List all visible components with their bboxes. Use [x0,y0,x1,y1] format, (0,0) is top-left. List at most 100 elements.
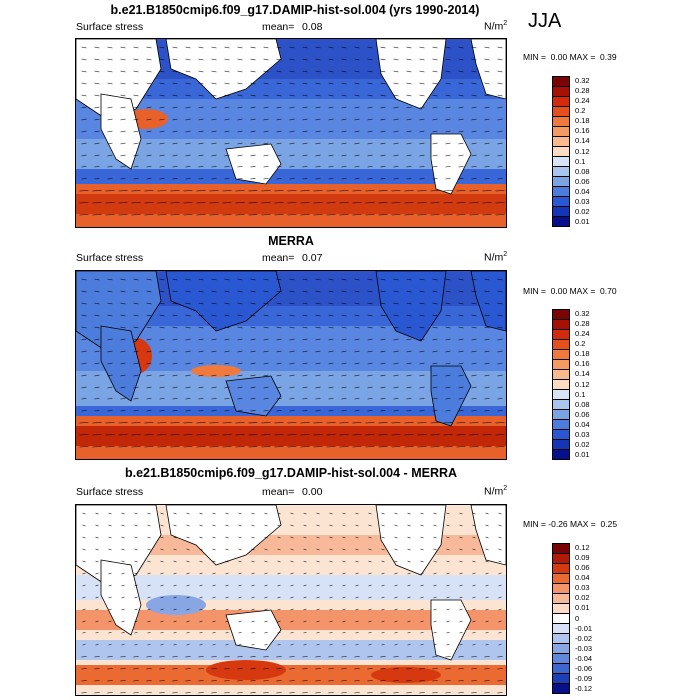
stress-arrow [471,350,477,353]
stress-arrow [404,190,414,192]
stress-arrow [419,130,425,133]
stress-arrow [159,362,165,365]
stress-arrow [238,512,242,515]
stress-arrow [146,668,152,670]
stress-arrow [365,434,375,436]
stress-arrow [341,70,347,73]
stress-arrow [172,94,178,97]
colorbar-swatch [553,624,569,634]
stress-arrow [105,446,115,448]
stress-arrow [185,326,191,329]
stress-arrow [94,82,100,85]
stress-arrow [381,548,385,551]
stress-arrow [157,434,167,436]
stress-arrow [81,118,87,121]
stress-arrow [445,314,451,317]
colorbar-level-label: 0.06 [575,176,590,186]
stress-arrow [446,596,450,599]
colorbar-level-label: 0.24 [575,96,590,106]
stress-arrow [185,82,191,85]
stress-arrow [420,644,424,646]
stress-arrow [199,572,203,575]
stress-arrow [289,154,295,157]
stress-arrow [394,512,398,515]
stress-arrow [120,386,126,389]
stress-arrow [276,278,282,281]
colorbar-swatch [553,574,569,584]
stress-arrow [264,512,268,515]
colorbar-level-label: 0.12 [575,146,590,156]
stress-arrow [121,524,125,527]
stress-arrow [303,620,307,623]
stress-arrow [471,82,477,85]
stress-arrow [352,214,362,216]
stress-arrow [198,386,204,389]
stress-arrow [276,398,282,400]
stress-arrow [458,46,464,49]
stress-arrow [185,692,191,694]
stress-arrow [300,446,310,448]
stress-arrow [354,386,360,389]
stress-arrow [458,106,464,109]
stress-arrow [365,190,375,192]
stress-arrow [222,214,232,216]
stress-arrow [432,692,438,694]
stress-arrow [484,386,490,389]
stress-arrow [316,524,320,527]
stress-arrow [107,106,113,109]
stress-arrow [224,386,230,389]
stress-arrow [173,536,177,539]
stress-arrow [160,524,164,527]
panel-2-left-label: Surface stress [76,252,144,264]
stress-arrow [303,608,307,611]
stress-arrow [302,386,308,389]
stress-arrow [339,214,349,216]
colorbar-swatch [553,654,569,664]
stress-arrow [315,668,321,670]
stress-arrow [237,692,243,694]
stress-arrow [108,572,112,575]
stress-arrow [365,214,375,216]
stress-arrow [328,58,334,61]
stress-arrow [313,422,323,424]
stress-arrow [472,644,476,646]
stress-arrow [146,58,152,61]
stress-arrow [459,524,463,527]
stress-arrow [173,560,177,563]
stress-arrow [289,386,295,389]
stress-arrow [445,680,451,682]
stress-arrow [224,326,230,329]
stress-arrow [199,596,203,599]
stress-arrow [445,278,451,281]
stress-arrow [381,632,385,634]
stress-arrow [484,58,490,61]
stress-arrow [432,302,438,305]
stress-arrow [328,94,334,97]
stress-arrow [380,656,386,658]
stress-arrow [456,446,466,448]
stress-arrow [497,362,503,365]
stress-arrow [274,214,284,216]
stress-arrow [430,434,440,436]
stress-arrow [381,560,385,563]
colorbar-swatch [553,674,569,684]
stress-arrow [107,692,113,694]
stress-arrow [472,632,476,634]
stress-arrow [159,178,165,180]
stress-arrow [419,118,425,121]
stress-arrow [120,326,126,329]
stress-arrow [263,166,269,168]
stress-arrow [432,386,438,389]
stress-arrow [472,584,476,587]
stress-arrow [82,596,86,599]
stress-vector-field [79,278,505,448]
stress-arrow [354,154,360,157]
stress-arrow [81,314,87,317]
stress-arrow [198,338,204,341]
stress-arrow [146,290,152,293]
stress-arrow [367,82,373,85]
stress-arrow [212,596,216,599]
panel-2-mean-label: mean= [262,252,295,264]
stress-arrow [198,278,204,281]
stress-arrow [433,644,437,646]
